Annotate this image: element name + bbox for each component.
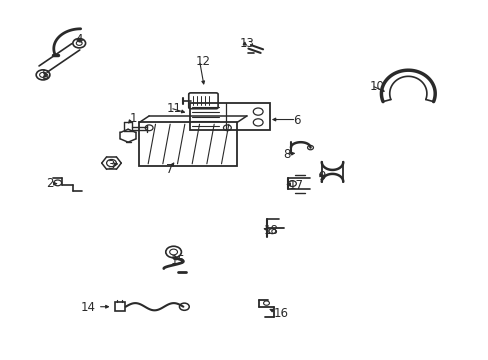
Bar [115,302,124,311]
Bar [139,122,237,166]
Text: 12: 12 [195,55,210,68]
Text: 15: 15 [171,255,185,267]
Text: 17: 17 [288,179,303,192]
Text: 1: 1 [129,112,137,125]
Text: 11: 11 [166,102,181,114]
Text: 14: 14 [80,301,95,314]
Text: 18: 18 [264,224,278,237]
Text: 5: 5 [41,69,49,82]
Text: 9: 9 [317,170,325,183]
Text: 7: 7 [166,163,173,176]
Text: 8: 8 [283,148,290,161]
Text: 10: 10 [368,80,383,93]
Text: 2: 2 [46,177,54,190]
Text: 3: 3 [107,159,115,172]
Bar [189,103,270,130]
Text: 16: 16 [273,307,288,320]
Text: 4: 4 [76,33,83,46]
Text: 6: 6 [293,114,300,127]
Text: 13: 13 [239,37,254,50]
